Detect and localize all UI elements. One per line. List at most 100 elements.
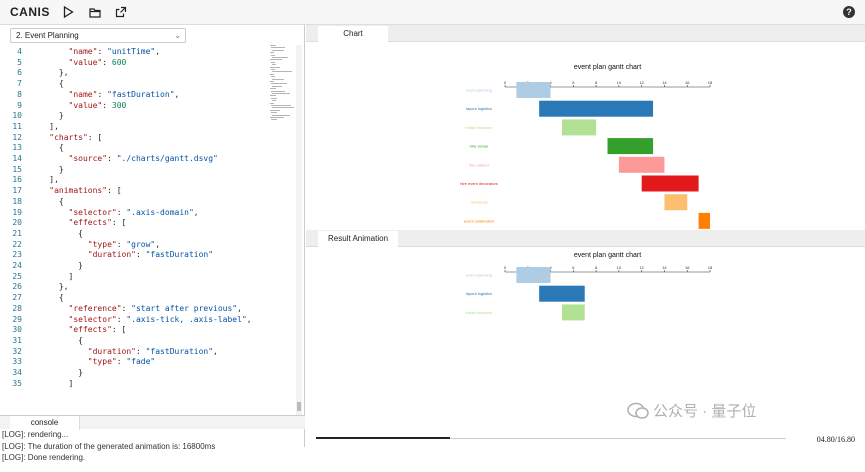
code-token: ".axis-tick, .axis-label" — [126, 314, 247, 324]
code-line[interactable]: 19 "selector": ".axis-domain", — [0, 208, 270, 219]
code-line[interactable]: 9 "value": 300 — [0, 101, 270, 112]
line-number: 18 — [12, 196, 22, 206]
line-number: 5 — [17, 57, 22, 67]
code-token: "effects" — [68, 325, 112, 335]
code-line[interactable]: 21 { — [0, 229, 270, 240]
code-token — [30, 347, 88, 356]
code-token: "selector" — [68, 314, 117, 324]
progress-fill[interactable] — [316, 437, 451, 439]
chart-title: event plan gantt chart — [574, 252, 641, 259]
code-line[interactable]: 32 "duration": "fastDuration", — [0, 347, 270, 358]
tab-result-animation[interactable]: Result Animation — [318, 231, 399, 247]
gantt-bar — [539, 285, 585, 302]
folder-icon[interactable] — [88, 5, 102, 19]
code-line[interactable]: 10 } — [0, 111, 270, 122]
editor-scrollbar[interactable] — [296, 45, 302, 415]
gantt-task-label: install resource — [466, 310, 494, 315]
code-token: "grow" — [126, 239, 156, 249]
minimap-line — [270, 109, 280, 111]
code-line[interactable]: 6 }, — [0, 68, 270, 79]
code-token: "value" — [68, 100, 103, 110]
code-token: { — [30, 143, 64, 153]
scrollbar-thumb[interactable] — [297, 402, 301, 411]
minimap-line — [270, 81, 274, 82]
minimap-line — [272, 49, 284, 51]
code-editor[interactable]: 4 "name": "unitTime", 5 "value": 600 6 }, 7… — [0, 45, 305, 415]
code-line[interactable]: 4 "name": "unitTime", — [0, 47, 270, 58]
code-token — [30, 250, 88, 259]
code-line[interactable]: 22 "type": "grow", — [0, 240, 270, 251]
code-token: 300 — [111, 100, 127, 110]
minimap-line — [271, 112, 277, 114]
code-line[interactable]: 16 ], — [0, 175, 270, 186]
code-token: : — [116, 207, 127, 217]
minimap-line — [272, 100, 276, 102]
minimap-line — [272, 64, 276, 66]
minimap-line — [270, 73, 274, 75]
code-line[interactable]: 20 "effects": [ — [0, 218, 270, 229]
code-token: } — [30, 111, 64, 121]
code-line[interactable]: 13 { — [0, 143, 270, 154]
line-number: 16 — [12, 175, 22, 185]
code-line[interactable]: 25 ] — [0, 272, 270, 283]
code-line[interactable]: 17 "animations": [ — [0, 186, 270, 197]
tab-chart[interactable]: Chart — [318, 26, 388, 42]
tab-console[interactable]: console — [10, 416, 80, 430]
code-token: , — [174, 89, 180, 99]
code-token — [30, 240, 88, 249]
line-number: 30 — [12, 325, 22, 335]
x-tick-label: 4 — [549, 80, 552, 85]
code-line[interactable]: 12 "charts": [ — [0, 133, 270, 144]
example-dropdown[interactable]: 2. Event Planning ⌄ — [10, 28, 186, 43]
code-line[interactable]: 23 "duration": "fastDuration" — [0, 250, 270, 261]
gantt-bar — [664, 194, 688, 211]
code-token: } — [30, 261, 83, 270]
code-token: ] — [30, 378, 74, 388]
code-token — [30, 315, 69, 324]
code-line[interactable]: 26 }, — [0, 282, 270, 293]
code-line[interactable]: 18 { — [0, 197, 270, 208]
code-token: : — [107, 154, 117, 163]
code-token: , — [237, 303, 242, 313]
code-line[interactable]: 33 "type": "fade" — [0, 357, 270, 368]
code-line[interactable]: 8 "name": "fastDuration", — [0, 90, 270, 101]
gantt-task-label: layout logistics — [466, 291, 492, 296]
x-tick-label: 12 — [639, 265, 644, 270]
console-log-line: [LOG]: rendering... — [2, 430, 69, 439]
code-token — [30, 58, 69, 67]
minimap-line — [272, 78, 284, 80]
line-number: 29 — [12, 314, 22, 324]
progress-track[interactable] — [316, 438, 786, 439]
code-line[interactable]: 27 { — [0, 293, 270, 304]
code-line[interactable]: 31 { — [0, 336, 270, 347]
x-tick-label: 16 — [685, 80, 690, 85]
player-bar: 04.80/16.80 — [306, 428, 865, 447]
play-icon[interactable] — [62, 5, 76, 19]
code-line[interactable]: 30 "effects": [ — [0, 325, 270, 336]
chevron-down-icon: ⌄ — [174, 31, 181, 40]
code-line[interactable]: 24 } — [0, 261, 270, 272]
editor-minimap[interactable] — [268, 45, 294, 125]
code-line[interactable]: 28 "reference": "start after previous", — [0, 304, 270, 315]
code-line[interactable]: 5 "value": 600 — [0, 58, 270, 69]
code-token: ".axis-domain" — [126, 207, 194, 217]
code-line[interactable]: 35 ] — [0, 379, 270, 390]
help-icon[interactable]: ? — [843, 6, 855, 18]
code-line[interactable]: 11 ], — [0, 122, 270, 133]
line-number: 14 — [12, 154, 22, 163]
code-line[interactable]: 15 } — [0, 165, 270, 176]
export-icon[interactable] — [114, 5, 128, 19]
code-token: ], — [30, 121, 59, 131]
line-number: 35 — [12, 378, 22, 388]
code-token: : — [135, 346, 146, 356]
code-line[interactable]: 7 { — [0, 79, 270, 90]
code-line[interactable]: 29 "selector": ".axis-tick, .axis-label"… — [0, 315, 270, 326]
code-line[interactable]: 14 "source": "./charts/gantt.dsvg" — [0, 154, 270, 165]
minimap-line — [271, 119, 277, 121]
code-line[interactable]: 34 } — [0, 368, 270, 379]
line-number: 24 — [12, 261, 22, 270]
gantt-bar — [516, 82, 551, 98]
line-number: 12 — [12, 132, 22, 142]
result-animation-chart: event plan gantt chart024681012141618eve… — [466, 252, 713, 321]
line-number: 33 — [12, 357, 22, 367]
